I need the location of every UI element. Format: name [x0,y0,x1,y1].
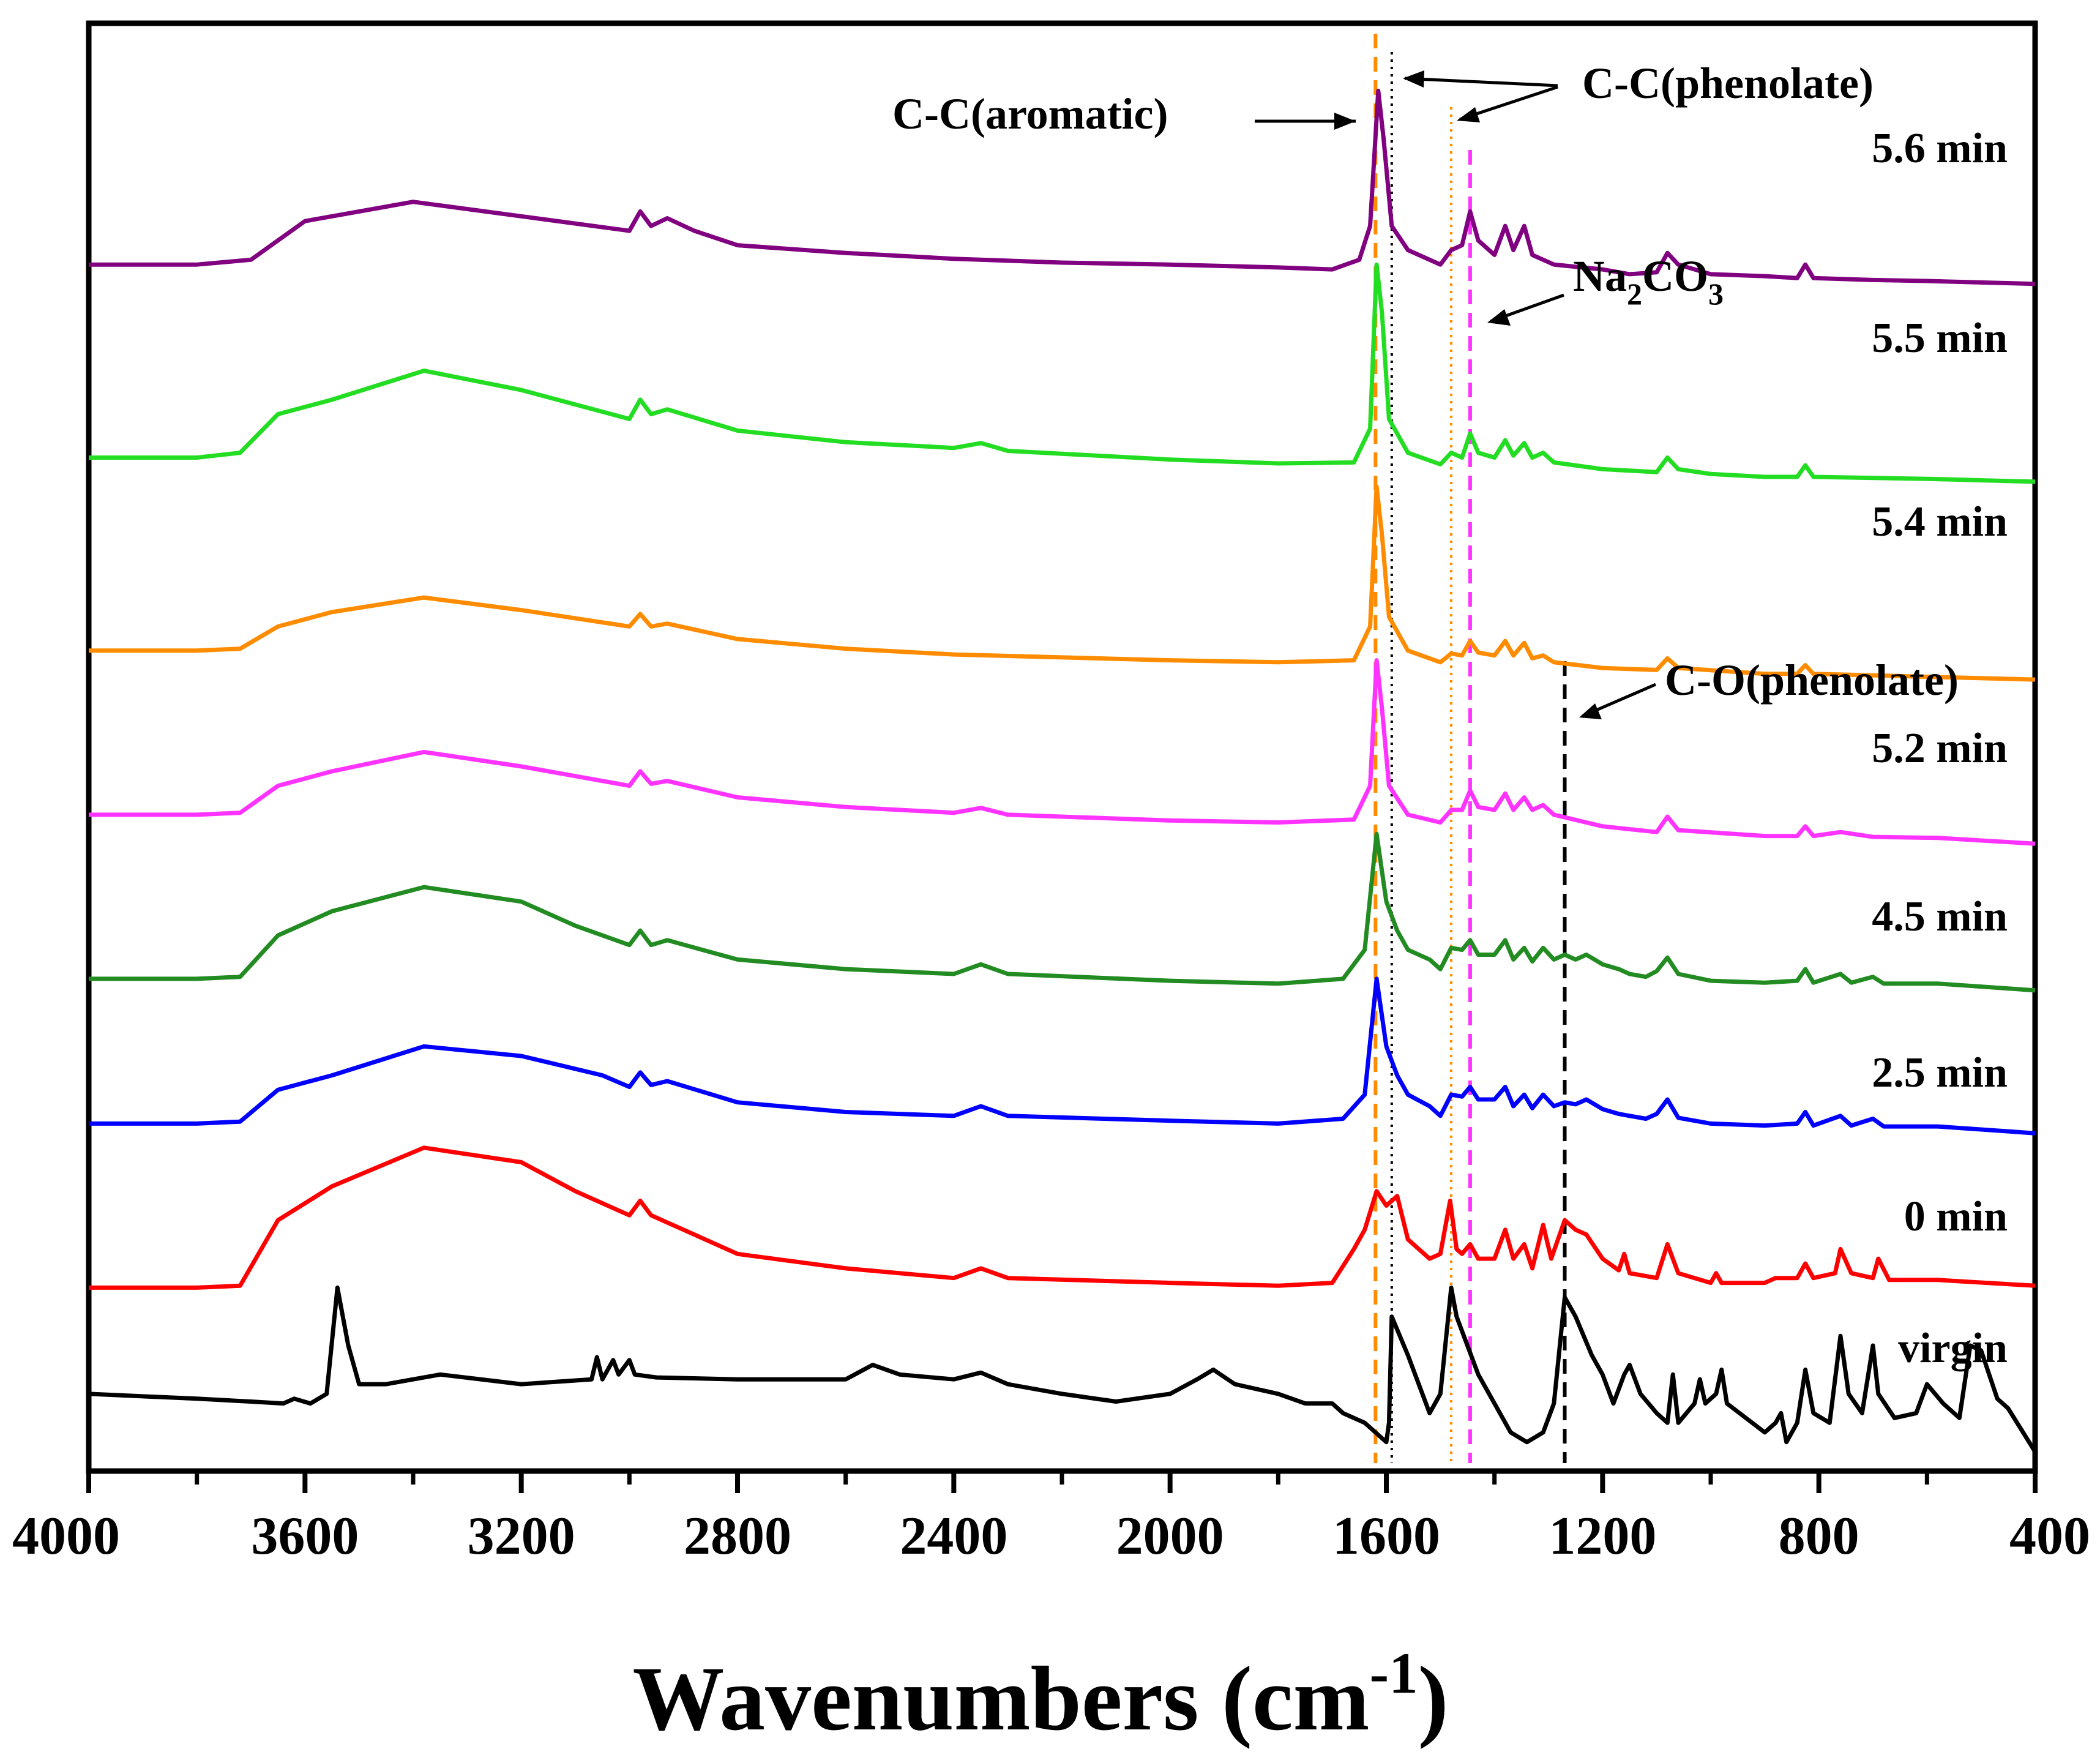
series-line-5-6-min [89,88,2036,286]
series-label-5-6-min: 5.6 min [1872,125,2008,172]
arrowhead-phenolate-a [1403,70,1424,88]
na2co3-sub-3: 3 [1708,277,1724,311]
na2co3-na: Na [1573,252,1627,301]
x-tick-label-4000: 4000 [12,1507,120,1566]
series-line-0-min [89,1145,2036,1290]
arrowhead-na2co3 [1487,309,1511,326]
x-tick-label-1200: 1200 [1549,1507,1656,1566]
series-line-4-5-min [89,831,2036,993]
series-line-5-5-min [89,262,2036,484]
series-label-0-min: 0 min [1904,1193,2008,1240]
annotation-c-o-phenolate: C-O(phenolate) [1665,656,1959,705]
x-axis-title-sup: -1 [1369,1641,1418,1706]
x-tick-label-3600: 3600 [251,1507,359,1566]
x-axis-title: Wavenumbers (cm-1) [632,1641,1448,1750]
series-label-5-5-min: 5.5 min [1872,315,2008,362]
x-tick-label-2400: 2400 [900,1507,1007,1566]
series-line-5-4-min [89,484,2036,682]
x-axis-title-main: Wavenumbers (cm [632,1648,1369,1750]
series-label-5-4-min: 5.4 min [1872,498,2008,545]
arrow-phenolate-a [1404,77,1558,88]
series-lines [88,88,2037,1453]
x-tick-label-2000: 2000 [1116,1507,1224,1566]
series-labels: 5.6 min 5.5 min 5.4 min 5.2 min 4.5 min 2.5 m… [1872,125,2008,1372]
x-tick-label-800: 800 [1779,1507,1859,1566]
arrowhead-c-o [1579,703,1602,719]
series-label-virgin: virgin [1898,1325,2008,1372]
annotation-na2co3: Na2CO3 [1573,252,1724,311]
arrowhead-phenolate-b [1457,107,1480,122]
annotation-c-c-phenolate: C-C(phenolate) [1582,59,1874,108]
x-tick-label-1600: 1600 [1332,1507,1440,1566]
arrowhead-aromatic [1334,113,1356,130]
na2co3-sub-2: 2 [1627,277,1642,311]
series-label-2-5-min: 2.5 min [1872,1049,2008,1096]
series-label-4-5-min: 4.5 min [1872,893,2008,940]
annotation-c-c-aromatic: C-C(aromatic) [892,89,1168,138]
series-line-virgin [88,1285,2037,1453]
series-line-2-5-min [89,976,2036,1136]
series-label-5-2-min: 5.2 min [1872,725,2008,772]
na2co3-co: CO [1642,252,1708,301]
x-tick-label-2800: 2800 [684,1507,791,1566]
x-ticks: 4000 3600 3200 2800 2400 2000 1600 1200 800 400 [12,1471,2090,1566]
x-tick-label-400: 400 [2009,1507,2090,1566]
series-line-5-2-min [89,658,2036,846]
x-tick-label-3200: 3200 [468,1507,575,1566]
x-axis-title-close: ) [1418,1648,1449,1750]
